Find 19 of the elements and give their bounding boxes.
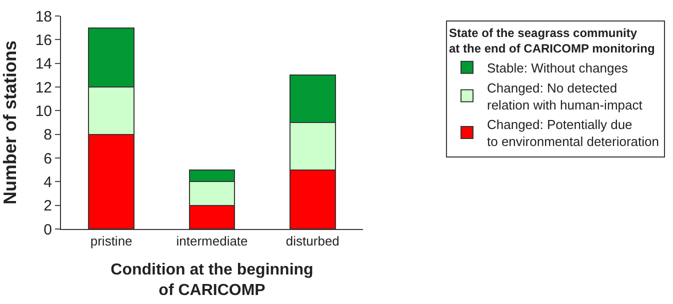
y-tick-label: 12: [35, 79, 52, 96]
y-tick-label: 2: [44, 198, 52, 215]
x-tick-label: disturbed: [286, 234, 340, 249]
x-tick-label: intermediate: [176, 234, 248, 249]
y-tick-label: 18: [35, 8, 52, 26]
y-tick-label: 6: [44, 150, 52, 168]
legend-label: Changed: No detected relation with human-impact: [487, 80, 643, 112]
y-tick-label: 16: [35, 32, 52, 49]
y-tick-label: 8: [44, 126, 52, 144]
y-tick-label: 4: [44, 174, 52, 191]
y-tick-label: 14: [35, 56, 52, 73]
legend-label: Stable: Without changes: [487, 60, 628, 76]
x-tick-label: pristine: [90, 234, 132, 249]
y-axis-title: Number of stations: [0, 40, 20, 205]
legend-label: Changed: Potentially due to environmental deterioration: [487, 117, 659, 150]
legend-title: State of the seagrass community at the end of CARICOMP monitoring: [449, 26, 655, 56]
x-axis-title: Condition at the beginning of CARICOMP: [110, 261, 314, 300]
y-tick-label: 10: [35, 102, 52, 120]
y-tick-label: 0: [44, 221, 52, 238]
